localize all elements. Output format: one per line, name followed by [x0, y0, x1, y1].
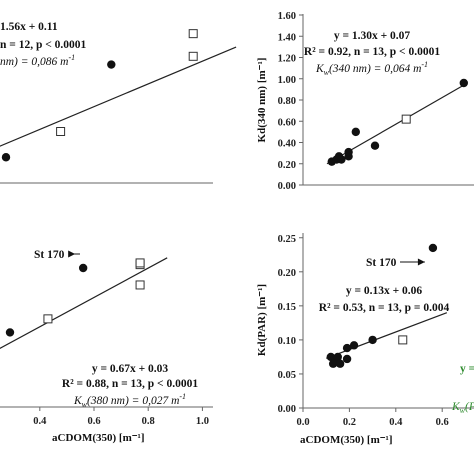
stats-label: R² = 0.53, n = 13, p = 0.004 — [319, 302, 450, 314]
data-point-filled — [107, 60, 116, 69]
panel-top-right: 0.00 0.20 0.40 0.60 0.80 1.00 1.20 1.40 1.60 Kd(… — [256, 11, 474, 192]
equation-label: 1.56x + 0.11 — [0, 21, 58, 33]
data-point-filled — [335, 359, 345, 368]
x-tick-label: 0.6 — [87, 416, 100, 427]
data-point-filled — [370, 141, 380, 150]
cut-kw-label: Kw(P — [451, 401, 474, 415]
stats-label: R² = 0.92, n = 13, p < 0.0001 — [304, 46, 440, 58]
y-tick-label: 0.80 — [278, 96, 296, 107]
panel-bottom-right: 0.00 0.05 0.10 0.15 0.20 0.25 0.0 0.2 0.4 0.6 Kd… — [256, 233, 474, 446]
station-label: St 170 — [366, 257, 397, 269]
kw-label: Kw(380 nm) = 0,027 m-1 — [73, 392, 186, 409]
stats-label: R² = 0.88, n = 13, p < 0.0001 — [62, 378, 198, 390]
y-axis-label: Kd(PAR) [m⁻¹] — [256, 284, 268, 356]
station-label: St 170 — [34, 249, 65, 261]
y-tick-label: 0.20 — [278, 160, 296, 171]
y-tick-label: 1.00 — [278, 75, 296, 86]
station-arrow-line-head — [417, 258, 425, 266]
kw-label: nm) = 0,086 m-1 — [0, 53, 75, 68]
equation-label: y = 0.67x + 0.03 — [92, 363, 169, 375]
fit-line — [0, 46, 237, 147]
x-tick-label: 0.8 — [142, 416, 155, 427]
y-tick-label: 0.60 — [278, 117, 296, 128]
data-point-open-square — [135, 280, 145, 290]
y-tick-label: 0.15 — [278, 302, 296, 313]
y-tick-label: 1.40 — [278, 32, 296, 43]
x-tick-label: 0.4 — [33, 416, 47, 427]
x-tick-label: 0.4 — [389, 417, 403, 428]
x-tick-label: 0.0 — [296, 417, 309, 428]
fit-line — [325, 312, 448, 359]
data-point-filled — [349, 341, 359, 350]
y-tick-label: 0.20 — [278, 268, 296, 279]
data-point-open-square — [401, 114, 411, 124]
data-point-open-square — [135, 258, 145, 268]
y-tick-label: 0.10 — [278, 336, 296, 347]
data-point-open-square — [188, 51, 198, 61]
data-point-open-square — [43, 314, 53, 324]
data-point-filled — [368, 335, 377, 345]
panel-bottom-left: 0.4 0.6 0.8 1.0 aCDOM(350) [m⁻¹] St 170 y =… — [0, 249, 213, 444]
data-point-filled — [351, 127, 360, 137]
x-tick-label: 0.2 — [343, 417, 356, 428]
data-point-filled — [5, 328, 15, 337]
stats-label: n = 12, p < 0.0001 — [0, 39, 87, 51]
y-tick-label: 0.05 — [278, 370, 296, 381]
x-axis-label: aCDOM(350) [m⁻¹] — [52, 432, 145, 444]
data-point-filled — [333, 352, 342, 362]
data-point-open-square — [188, 29, 198, 39]
equation-label: y = 0.13x + 0.06 — [346, 285, 423, 297]
panel-top-left: 1.56x + 0.11 n = 12, p < 0.0001 nm) = 0,… — [0, 21, 237, 184]
y-tick-label: 0.25 — [278, 234, 296, 245]
data-point-filled — [344, 147, 353, 157]
fit-line — [0, 257, 168, 350]
data-point-open-square — [398, 335, 408, 345]
data-point-filled — [428, 243, 438, 253]
data-point-filled — [1, 153, 11, 162]
data-point-open-square — [56, 127, 66, 136]
y-tick-label: 1.20 — [278, 54, 296, 65]
y-tick-label: 0.00 — [278, 404, 296, 415]
station-arrow-line-head — [68, 250, 76, 258]
data-point-filled — [342, 354, 352, 364]
x-tick-label: 0.6 — [436, 417, 449, 428]
data-point-filled — [459, 78, 468, 88]
y-tick-label: 0.00 — [278, 181, 296, 192]
data-point-filled — [337, 155, 346, 164]
y-tick-label: 0.40 — [278, 139, 296, 150]
y-tick-label: 1.60 — [278, 11, 296, 22]
equation-label: y = 1.30x + 0.07 — [334, 30, 411, 42]
y-axis-label: Kd(340 nm) [m⁻¹] — [256, 58, 268, 143]
cut-equation-label: y = — [460, 363, 474, 375]
data-point-filled — [342, 343, 352, 353]
x-axis-label: aCDOM(350) [m⁻¹] — [300, 434, 393, 446]
data-point-filled — [78, 263, 88, 273]
kw-label: Kw(340 nm) = 0,064 m-1 — [315, 60, 428, 77]
x-tick-label: 1.0 — [196, 416, 209, 427]
